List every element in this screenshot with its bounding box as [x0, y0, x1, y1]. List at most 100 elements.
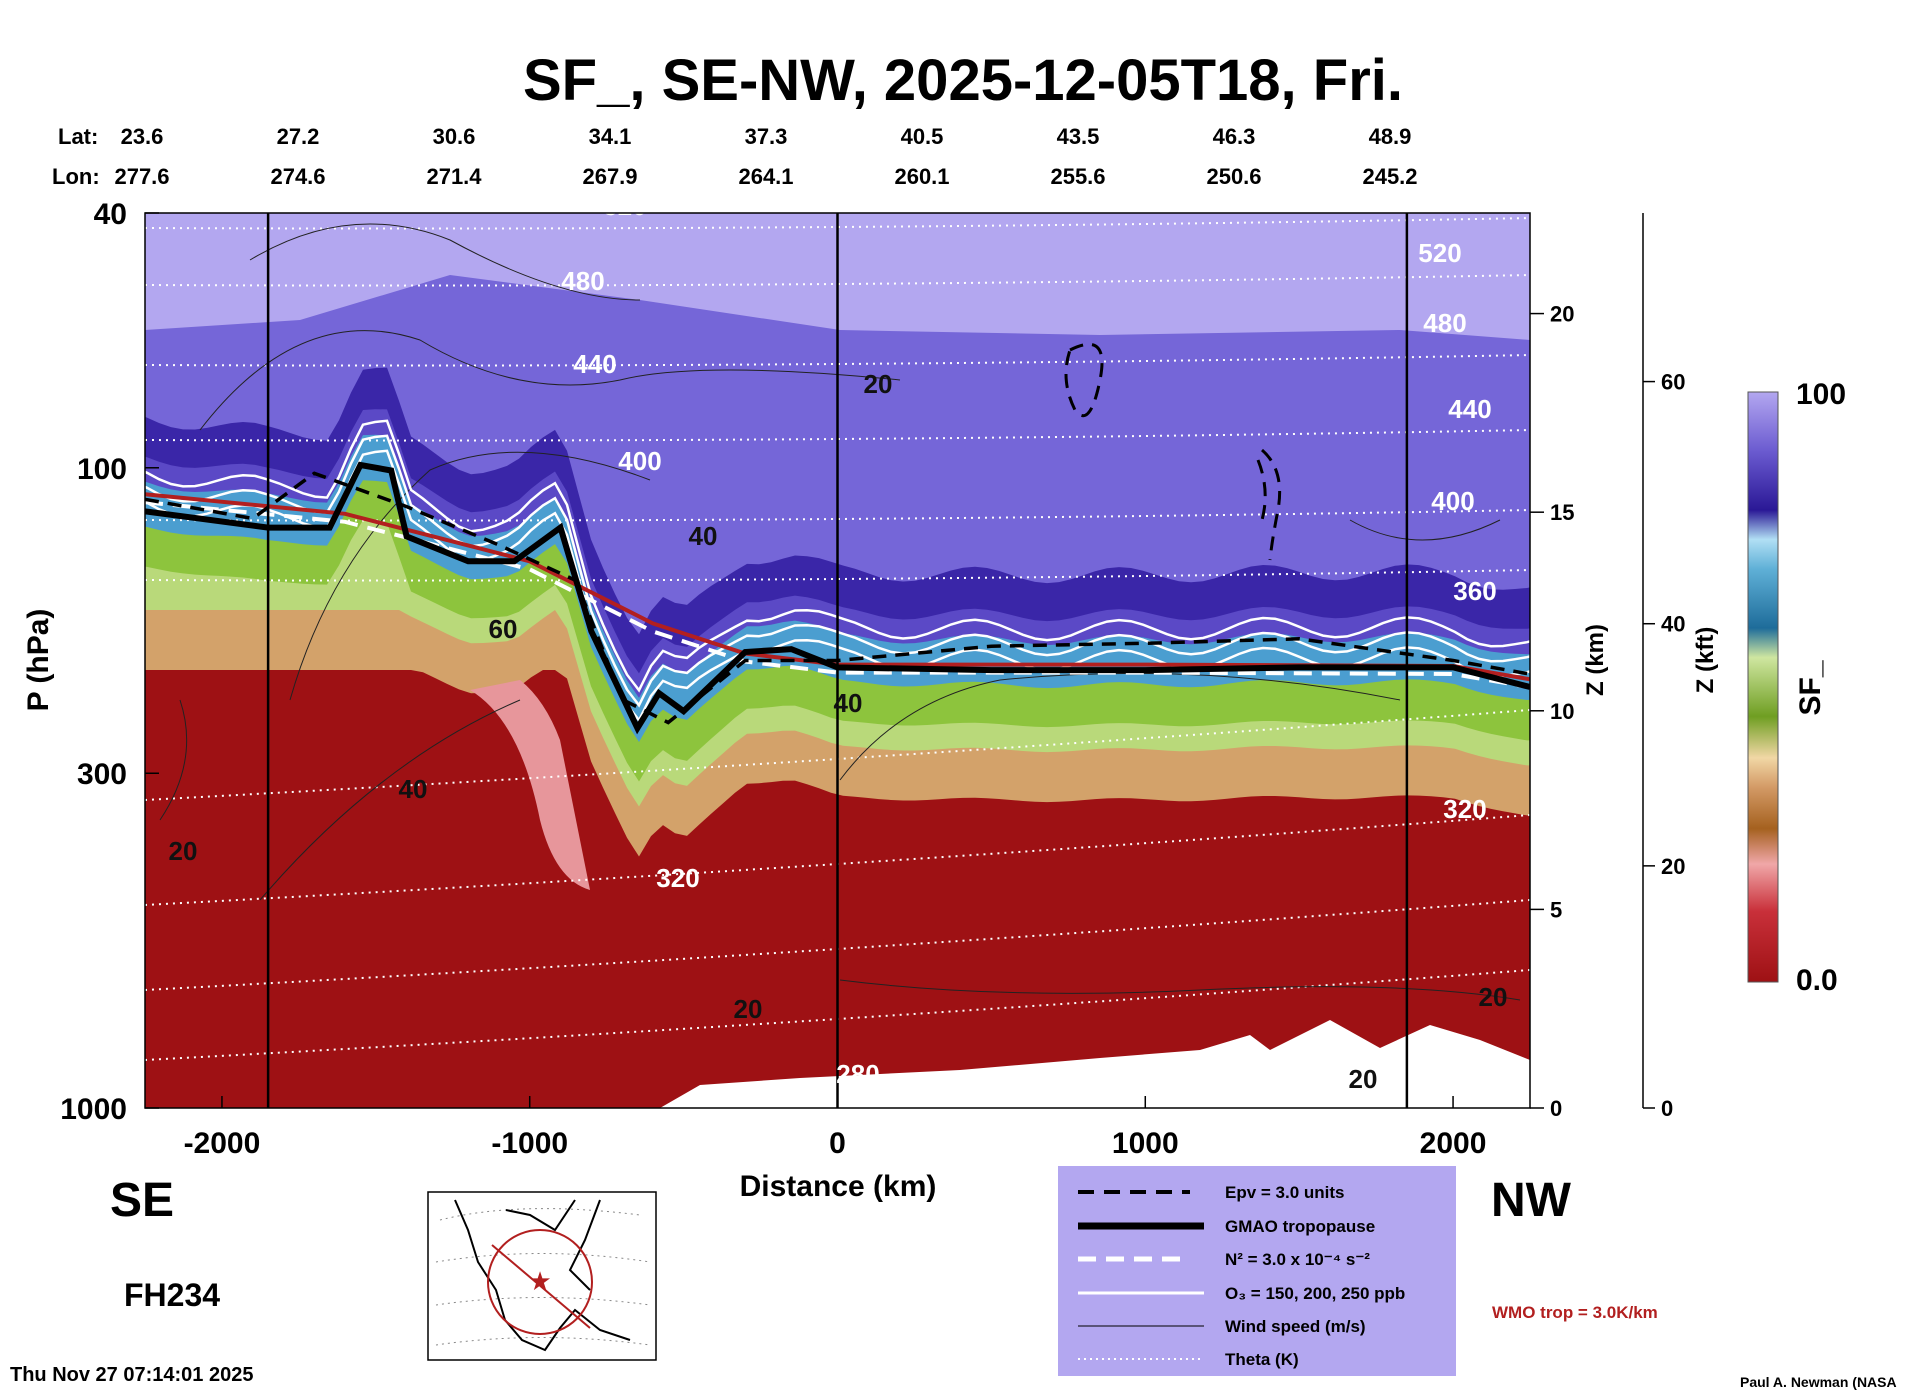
legend-ozone: O₃ = 150, 200, 250 ppb — [1225, 1284, 1405, 1303]
se-label: SE — [110, 1174, 174, 1227]
wmo-note: WMO trop = 3.0K/km — [1492, 1303, 1658, 1322]
theta-contour-label: 400 — [618, 446, 661, 476]
lat-label: 48.9 — [1369, 124, 1412, 149]
z-kft-tick-label: 20 — [1661, 854, 1685, 879]
wind-contour-label: 40 — [834, 688, 863, 718]
vertical-markers — [266, 213, 1409, 1108]
lon-label: 271.4 — [426, 164, 482, 189]
lon-header: Lon: — [52, 164, 100, 189]
wind-contour — [289, 451, 651, 701]
theta-contour-label: 480 — [561, 266, 604, 296]
theta-contour-label: 440 — [1448, 394, 1491, 424]
wind-contours — [159, 223, 1521, 1001]
x-tick-label: -2000 — [184, 1127, 261, 1160]
theta-contour-label: 480 — [1423, 308, 1466, 338]
wind-contour-label: 60 — [489, 614, 518, 644]
z-km-axis-label: Z (km) — [1582, 624, 1609, 696]
gmao-tropopause-line — [145, 461, 1530, 735]
wind-contour — [259, 699, 521, 901]
y-axis-label: P (hPa) — [22, 609, 55, 712]
x-axis-label: Distance (km) — [740, 1170, 937, 1203]
epv-isolated-contour — [1256, 448, 1282, 561]
legend: Epv = 3.0 units GMAO tropopause N² = 3.0… — [1058, 1166, 1456, 1376]
wind-contour — [839, 979, 1521, 1001]
wind-contour-label: 20 — [1479, 982, 1508, 1012]
p-tick-label: 1000 — [60, 1093, 127, 1126]
legend-epv: Epv = 3.0 units — [1225, 1183, 1345, 1202]
chart-title: SF_, SE-NW, 2025-12-05T18, Fri. — [523, 48, 1403, 113]
lat-label: 34.1 — [589, 124, 632, 149]
pink-intrusion — [470, 680, 590, 890]
x-tick-label: 2000 — [1420, 1127, 1487, 1160]
z-km-tick-label: 0 — [1550, 1096, 1562, 1121]
wind-contour — [839, 672, 1401, 781]
wind-contour-label: 20 — [864, 369, 893, 399]
z-kft-axis: 0 20 40 60 — [1642, 213, 1685, 1121]
lat-lon-labels: 23.6 27.2 30.6 34.1 37.3 40.5 43.5 46.3 48.9 277.… — [114, 124, 1417, 189]
wind-contour — [159, 699, 188, 821]
wind-contour-label: 20 — [169, 836, 198, 866]
legend-tropopause: GMAO tropopause — [1225, 1217, 1375, 1236]
z-kft-tick-label: 0 — [1661, 1096, 1673, 1121]
star-icon: ★ — [528, 1267, 551, 1297]
lat-label: 23.6 — [121, 124, 164, 149]
p-tick-label: 300 — [77, 758, 127, 791]
lat-label: 43.5 — [1057, 124, 1100, 149]
x-tick-label: -1000 — [491, 1127, 568, 1160]
lon-label: 245.2 — [1362, 164, 1417, 189]
lon-label: 255.6 — [1050, 164, 1105, 189]
pressure-axis: 40 100 300 1000 — [60, 198, 159, 1126]
x-tick-label: 1000 — [1112, 1127, 1179, 1160]
legend-n2: N² = 3.0 x 10⁻⁴ s⁻² — [1225, 1250, 1370, 1269]
inset-map: ★ — [427, 1191, 657, 1361]
z-km-axis: 0 5 10 15 20 — [1530, 302, 1574, 1121]
theta-contour-label: 520 — [603, 191, 646, 221]
z-km-tick-label: 15 — [1550, 500, 1574, 525]
epv-isolated-contour — [1064, 342, 1104, 418]
forecast-hour: FH234 — [124, 1277, 220, 1313]
lon-label: 260.1 — [894, 164, 949, 189]
surface-mask — [660, 1020, 1530, 1108]
wind-contour — [199, 330, 901, 431]
lon-label: 274.6 — [270, 164, 325, 189]
lat-header: Lat: — [58, 124, 98, 149]
credit: Paul A. Newman (NASA — [1740, 1374, 1897, 1390]
legend-box — [1058, 1166, 1456, 1376]
colorbar-min-label: 0.0 — [1796, 964, 1838, 997]
nw-label: NW — [1491, 1174, 1572, 1227]
sf-field: 520 480 440 400 320 280 520 480 440 400 360 320 20 40… — [145, 191, 1530, 1108]
legend-theta: Theta (K) — [1225, 1350, 1299, 1369]
x-tick-label: 0 — [829, 1127, 846, 1160]
epv-line — [145, 471, 1530, 725]
x-axis: -2000 -1000 0 1000 2000 — [184, 1096, 1487, 1160]
wind-contour — [1349, 519, 1501, 541]
lon-label: 267.9 — [582, 164, 637, 189]
p-tick-label: 100 — [77, 453, 127, 486]
z-km-tick-label: 20 — [1550, 302, 1574, 327]
z-km-tick-label: 10 — [1550, 699, 1574, 724]
lat-label: 40.5 — [901, 124, 944, 149]
contour-labels: 520 480 440 400 320 280 520 480 440 400 360 320 20 40… — [169, 191, 1508, 1094]
wind-contour-label: 40 — [399, 774, 428, 804]
theta-contour-label: 520 — [1418, 238, 1461, 268]
theta-contour-label: 360 — [1453, 576, 1496, 606]
lat-label: 30.6 — [433, 124, 476, 149]
wind-contour-label: 20 — [734, 994, 763, 1024]
colorbar — [1747, 391, 1779, 983]
timestamp: Thu Nov 27 07:14:01 2025 — [10, 1364, 253, 1386]
lon-label: 277.6 — [114, 164, 169, 189]
legend-wind: Wind speed (m/s) — [1225, 1317, 1366, 1336]
lat-label: 46.3 — [1213, 124, 1256, 149]
lat-label: 27.2 — [277, 124, 320, 149]
z-km-tick-label: 5 — [1550, 897, 1562, 922]
theta-contour-label: 280 — [836, 1059, 879, 1089]
theta-contour-label: 320 — [656, 863, 699, 893]
theta-contour-label: 400 — [1431, 486, 1474, 516]
lat-label: 37.3 — [745, 124, 788, 149]
lon-label: 250.6 — [1206, 164, 1261, 189]
wind-contour-label: 20 — [1349, 1064, 1378, 1094]
z-kft-axis-label: Z (kft) — [1692, 627, 1719, 694]
theta-contour-label: 440 — [573, 349, 616, 379]
z-kft-tick-label: 40 — [1661, 612, 1685, 637]
